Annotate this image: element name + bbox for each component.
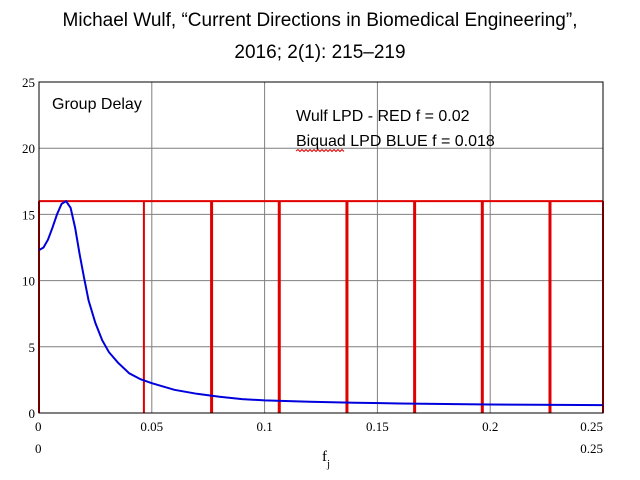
x-axis-label-subscript: j xyxy=(326,458,330,470)
chart-grid xyxy=(39,82,603,413)
x-axis-label-main: f xyxy=(322,449,327,465)
y-tick-label: 10 xyxy=(22,274,35,289)
chart-series xyxy=(38,199,604,413)
chart-title: Group Delay xyxy=(52,96,142,113)
x-tick-label: 0.25 xyxy=(580,419,603,434)
annotation-word: Wulf LPD - RED f = 0.02 xyxy=(296,108,470,125)
x-axis-label: fj xyxy=(322,449,330,470)
y-tick-label: 20 xyxy=(22,141,35,156)
x-range-max-label: 0.25 xyxy=(580,441,603,456)
x-tick-label: 0.05 xyxy=(140,419,163,434)
x-tick-label: 0.15 xyxy=(366,419,389,434)
plot-area-frame xyxy=(38,81,604,414)
axis-tick-labels: 0 0.05 0.1 0.15 0.2 0.25 0 5 10 15 20 25 xyxy=(22,75,603,434)
y-tick-label: 0 xyxy=(29,406,36,421)
y-tick-label: 15 xyxy=(22,207,35,222)
x-tick-label: 0.1 xyxy=(256,419,272,434)
y-tick-label: 25 xyxy=(22,75,35,90)
legend-annotation-red: Wulf LPD - RED f = 0.02 xyxy=(296,108,470,125)
x-range-min-label: 0 xyxy=(35,441,42,456)
figure-citation-line-1: Michael Wulf, “Current Directions in Bio… xyxy=(62,10,578,31)
y-tick-label: 5 xyxy=(29,340,36,355)
x-tick-label: 0 xyxy=(35,419,42,434)
legend-annotation-blue: Biquad LPD BLUE f = 0.018 xyxy=(296,133,495,150)
blue-series-line xyxy=(38,199,604,407)
annotation-word: Biquad xyxy=(296,133,346,150)
annotation-rest: LPD BLUE f = 0.018 xyxy=(346,133,495,150)
x-tick-label: 0.2 xyxy=(482,419,498,434)
spellcheck-underline xyxy=(295,148,345,153)
figure-citation-line-2: 2016; 2(1): 215–219 xyxy=(234,42,406,63)
